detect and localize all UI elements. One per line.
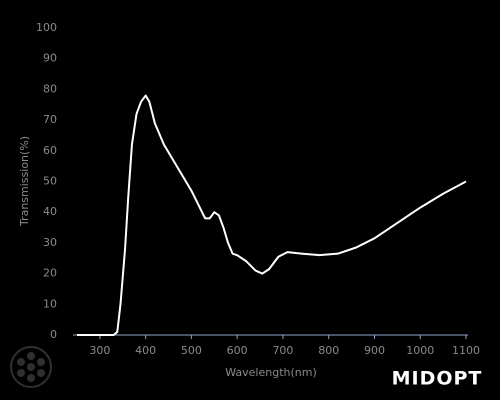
logo: MIDOPT (392, 368, 483, 390)
y-tick-label: 70 (43, 113, 57, 126)
line-series (77, 94, 467, 336)
y-tick-label: 20 (43, 267, 57, 280)
x-tick-label: 300 (89, 344, 110, 357)
x-axis-label: Wavelength(nm) (225, 366, 317, 379)
y-tick-label: 100 (36, 21, 57, 34)
y-axis-label: Transmission(%) (18, 136, 31, 227)
y-tick-label: 80 (43, 82, 57, 95)
x-tick-label: 1100 (452, 344, 480, 357)
decor-icon (10, 346, 52, 388)
x-tick-label: 500 (181, 344, 202, 357)
x-tick-label: 1000 (406, 344, 434, 357)
y-tick-label: 60 (43, 144, 57, 157)
y-tick-label: 90 (43, 52, 57, 65)
y-tick-label: 0 (50, 328, 57, 341)
x-tick-label: 400 (135, 344, 156, 357)
y-tick-label: 40 (43, 205, 57, 218)
y-tick-label: 50 (43, 175, 57, 188)
x-tick-label: 700 (272, 344, 293, 357)
y-tick-label: 10 (43, 297, 57, 310)
y-tick-label: 30 (43, 236, 57, 249)
x-tick-label: 900 (364, 344, 385, 357)
x-tick-label: 600 (227, 344, 248, 357)
x-tick-label: 800 (318, 344, 339, 357)
